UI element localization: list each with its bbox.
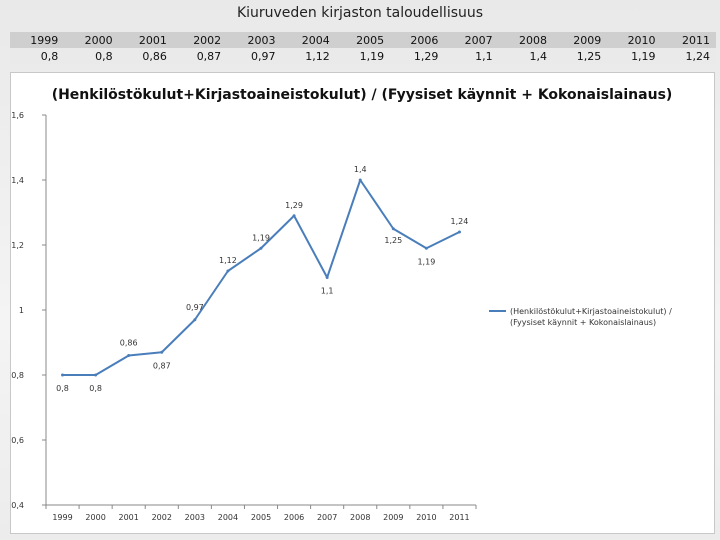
table-cell-value: 0,97 — [250, 49, 276, 63]
data-label: 0,86 — [120, 339, 138, 348]
data-point — [193, 318, 197, 322]
x-tick-label: 2009 — [383, 513, 403, 522]
table-cell-year: 2010 — [627, 33, 656, 47]
x-tick-label: 2002 — [152, 513, 172, 522]
data-point — [226, 269, 230, 273]
table-cell-year: 2009 — [573, 33, 602, 47]
data-point — [61, 373, 65, 377]
x-tick-label: 2006 — [284, 513, 304, 522]
data-label: 1,12 — [219, 256, 237, 265]
table-cell-value: 1,19 — [359, 49, 385, 63]
table-cell-year: 2005 — [356, 33, 385, 47]
data-label: 1,19 — [252, 233, 270, 242]
y-tick-label: 1,2 — [11, 241, 24, 250]
table-cell-year: 2008 — [518, 33, 547, 47]
table-cell-year: 2011 — [682, 33, 710, 47]
data-point — [259, 246, 263, 250]
table-row-values: 0,8 0,8 0,86 0,87 0,97 1,12 1,19 1,29 1,1 1,4 1,25… — [10, 48, 716, 64]
page-title: Kiuruveden kirjaston taloudellisuus — [236, 5, 484, 21]
data-point — [391, 227, 395, 231]
data-label: 0,8 — [56, 384, 69, 393]
data-label: 1,1 — [321, 287, 334, 296]
data-point — [160, 350, 164, 354]
x-tick-label: 2000 — [85, 513, 105, 522]
data-point — [127, 354, 131, 357]
table-cell-year: 2007 — [464, 33, 493, 47]
y-tick-label: 0,6 — [11, 436, 24, 445]
data-label: 1,25 — [384, 236, 402, 245]
line-chart: (Henkilöstökulut+Kirjastoaineistokulut) … — [11, 87, 674, 522]
x-tick-label: 2010 — [416, 513, 436, 522]
table-cell-value: 0,8 — [95, 49, 113, 63]
data-label: 0,87 — [153, 361, 171, 370]
table-row-years: 1999 2000 2001 2002 2003 2004 2005 2006 2007 2008… — [10, 32, 716, 48]
x-tick-label: 2008 — [350, 513, 370, 522]
table-cell-value: 1,25 — [576, 49, 602, 63]
chart-area: (Henkilöstökulut+Kirjastoaineistokulut) … — [10, 72, 715, 534]
data-point — [94, 373, 98, 377]
data-point — [457, 230, 461, 234]
x-tick-label: 2005 — [251, 513, 271, 522]
x-tick-label: 2003 — [185, 513, 205, 522]
y-tick-label: 1,4 — [11, 176, 24, 185]
x-tick-label: 2001 — [119, 513, 139, 522]
data-point — [325, 276, 329, 279]
table-cell-year: 2000 — [84, 33, 113, 47]
data-label: 1,19 — [417, 257, 435, 266]
x-tick-label: 2011 — [449, 513, 469, 522]
data-label: 1,4 — [354, 165, 367, 174]
table-cell-year: 2006 — [410, 33, 439, 47]
table-cell-value: 0,86 — [142, 49, 167, 63]
data-label: 1,29 — [285, 201, 303, 210]
x-tick-label: 2007 — [317, 513, 337, 522]
legend-label: (Henkilöstökulut+Kirjastoaineistokulut) … — [510, 307, 674, 327]
table-cell-value: 1,29 — [413, 49, 439, 63]
table-cell-value: 0,8 — [40, 49, 59, 63]
y-tick-label: 1 — [19, 306, 24, 315]
table-cell-value: 1,24 — [685, 49, 711, 63]
table-cell-value: 1,1 — [475, 49, 493, 63]
table-cell-year: 2004 — [301, 33, 330, 47]
table-cell-year: 2003 — [247, 33, 276, 47]
table-cell-value: 1,4 — [529, 49, 547, 63]
y-tick-label: 0,8 — [11, 371, 24, 380]
table-cell-year: 2001 — [138, 33, 167, 47]
table-cell-year: 1999 — [30, 33, 59, 47]
data-table: 1999 2000 2001 2002 2003 2004 2005 2006 2007 2008… — [10, 32, 716, 64]
data-point — [292, 214, 296, 218]
x-tick-label: 1999 — [52, 513, 72, 522]
table-cell-value: 0,87 — [196, 49, 222, 63]
table-cell-year: 2002 — [193, 33, 222, 47]
table-cell-value: 1,12 — [305, 49, 330, 63]
data-label: 1,24 — [451, 217, 469, 226]
data-label: 0,97 — [186, 303, 204, 312]
data-point — [424, 246, 428, 250]
x-tick-label: 2004 — [218, 513, 238, 522]
y-tick-label: 0,4 — [11, 501, 24, 510]
data-point — [358, 178, 362, 182]
y-tick-label: 1,6 — [11, 111, 24, 120]
table-cell-value: 1,19 — [631, 49, 656, 63]
chart-title: (Henkilöstökulut+Kirjastoaineistokulut) … — [52, 87, 673, 103]
data-label: 0,8 — [89, 384, 102, 393]
